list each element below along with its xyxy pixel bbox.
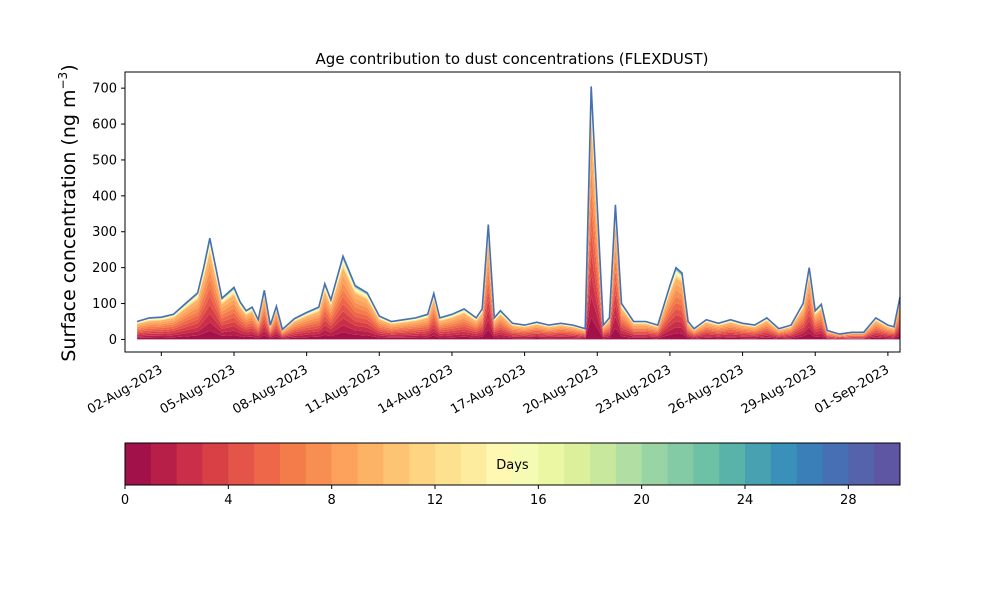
colorbar-swatch-4 bbox=[228, 443, 255, 485]
colorbar-tick-label-0: 0 bbox=[121, 493, 129, 508]
colorbar-swatch-2 bbox=[176, 443, 203, 485]
colorbar-frame bbox=[124, 442, 901, 486]
y-tick-label-700: 700 bbox=[92, 82, 117, 97]
age-band-area-17 bbox=[137, 98, 901, 335]
age-band-area-25 bbox=[137, 90, 901, 335]
colorbar-swatch-17 bbox=[564, 443, 591, 485]
colorbar-swatch-8 bbox=[331, 443, 358, 485]
x-tick-label-5: 17-Aug-2023 bbox=[448, 362, 528, 417]
colorbar-swatch-5 bbox=[254, 443, 281, 485]
age-band-area-27 bbox=[137, 88, 901, 335]
y-tick-label-100: 100 bbox=[92, 297, 117, 312]
colorbar-swatch-3 bbox=[202, 443, 229, 485]
age-band-area-11 bbox=[137, 115, 901, 335]
colorbar-swatch-0 bbox=[125, 443, 152, 485]
y-tick-label-600: 600 bbox=[92, 118, 117, 133]
colorbar-swatch-21 bbox=[667, 443, 694, 485]
colorbar-label: Days bbox=[496, 458, 529, 473]
colorbar-swatch-15 bbox=[512, 443, 539, 485]
age-band-area-19 bbox=[137, 96, 901, 335]
age-band-area-26 bbox=[137, 89, 901, 335]
y-tick-label-500: 500 bbox=[92, 153, 117, 168]
colorbar-swatch-18 bbox=[590, 443, 617, 485]
colorbar-swatch-7 bbox=[305, 443, 333, 485]
colorbar-tick-label-20: 20 bbox=[633, 493, 650, 508]
age-band-area-10 bbox=[137, 119, 901, 335]
x-tick-label-3: 11-Aug-2023 bbox=[303, 362, 383, 417]
y-axis-label-exponent: −3 bbox=[56, 72, 70, 90]
y-axis-label: Surface concentration (ng m−3) bbox=[56, 64, 80, 361]
colorbar-swatch-9 bbox=[357, 443, 384, 485]
x-tick-label-8: 26-Aug-2023 bbox=[666, 362, 746, 417]
colorbar-tick-label-24: 24 bbox=[737, 493, 754, 508]
colorbar-swatch-22 bbox=[693, 443, 720, 485]
chart-title: Age contribution to dust concentrations … bbox=[316, 50, 709, 68]
colorbar-swatch-1 bbox=[150, 443, 178, 485]
x-tick-label-7: 23-Aug-2023 bbox=[594, 362, 674, 417]
age-band-area-23 bbox=[137, 92, 901, 335]
colorbar-swatch-26 bbox=[796, 443, 823, 485]
age-band-area-24 bbox=[137, 91, 901, 335]
age-band-area-28 bbox=[137, 87, 901, 335]
age-band-area-22 bbox=[137, 93, 901, 335]
colorbar-tick-label-4: 4 bbox=[224, 493, 232, 508]
colorbar-swatch-12 bbox=[435, 443, 462, 485]
age-band-area-13 bbox=[137, 108, 901, 335]
y-axis-label-base: Surface concentration (ng m bbox=[58, 90, 80, 362]
age-band-area-20 bbox=[137, 95, 901, 335]
plot-frame bbox=[124, 71, 901, 353]
colorbar-tick-label-12: 12 bbox=[427, 493, 444, 508]
x-tick-label-4: 14-Aug-2023 bbox=[376, 362, 456, 417]
x-tick-label-10: 01-Sep-2023 bbox=[812, 362, 892, 417]
colorbar: 0 4 8 12 16 20 24 28 Days bbox=[121, 442, 901, 508]
colorbar-swatch-16 bbox=[538, 443, 565, 485]
colorbar-tick-label-28: 28 bbox=[840, 493, 857, 508]
colorbar-swatch-23 bbox=[719, 443, 746, 485]
x-tick-label-2: 08-Aug-2023 bbox=[230, 362, 310, 417]
x-tick-label-9: 29-Aug-2023 bbox=[739, 362, 819, 417]
y-tick-label-400: 400 bbox=[92, 189, 117, 204]
colorbar-swatch-19 bbox=[615, 443, 643, 485]
colorbar-swatch-20 bbox=[641, 443, 668, 485]
colorbar-swatch-10 bbox=[383, 443, 410, 485]
colorbar-swatch-28 bbox=[848, 443, 875, 485]
y-tick-label-200: 200 bbox=[92, 261, 117, 276]
age-band-area-0 bbox=[137, 317, 901, 340]
colorbar-swatch-25 bbox=[770, 443, 798, 485]
age-band-area-21 bbox=[137, 94, 901, 335]
colorbar-tick-label-16: 16 bbox=[530, 493, 547, 508]
colorbar-swatch-29 bbox=[874, 443, 901, 485]
age-band-area-18 bbox=[137, 97, 901, 335]
x-tick-label-1: 05-Aug-2023 bbox=[158, 362, 238, 417]
colorbar-tick-label-8: 8 bbox=[328, 493, 336, 508]
age-band-area-15 bbox=[137, 100, 901, 335]
colorbar-swatch-6 bbox=[280, 443, 307, 485]
x-tick-label-6: 20-Aug-2023 bbox=[521, 362, 601, 417]
x-tick-label-0: 02-Aug-2023 bbox=[85, 362, 165, 417]
y-axis-label-close: ) bbox=[58, 64, 80, 71]
age-band-area-12 bbox=[137, 112, 901, 335]
age-band-area-14 bbox=[137, 104, 901, 335]
age-band-area-9 bbox=[137, 123, 901, 336]
colorbar-swatch-13 bbox=[460, 443, 488, 485]
age-band-area-16 bbox=[137, 99, 901, 335]
total-concentration-line bbox=[136, 86, 901, 335]
y-tick-label-0: 0 bbox=[109, 333, 117, 348]
colorbar-swatch-11 bbox=[409, 443, 436, 485]
age-band-area-29 bbox=[137, 86, 901, 335]
colorbar-swatch-14 bbox=[486, 443, 513, 485]
colorbar-swatch-24 bbox=[745, 443, 772, 485]
y-tick-label-300: 300 bbox=[92, 225, 117, 240]
colorbar-swatch-27 bbox=[822, 443, 849, 485]
stacked-area-plot: 0 100 200 300 400 500 600 700 02-Aug-202305-Aug-… bbox=[85, 71, 901, 418]
